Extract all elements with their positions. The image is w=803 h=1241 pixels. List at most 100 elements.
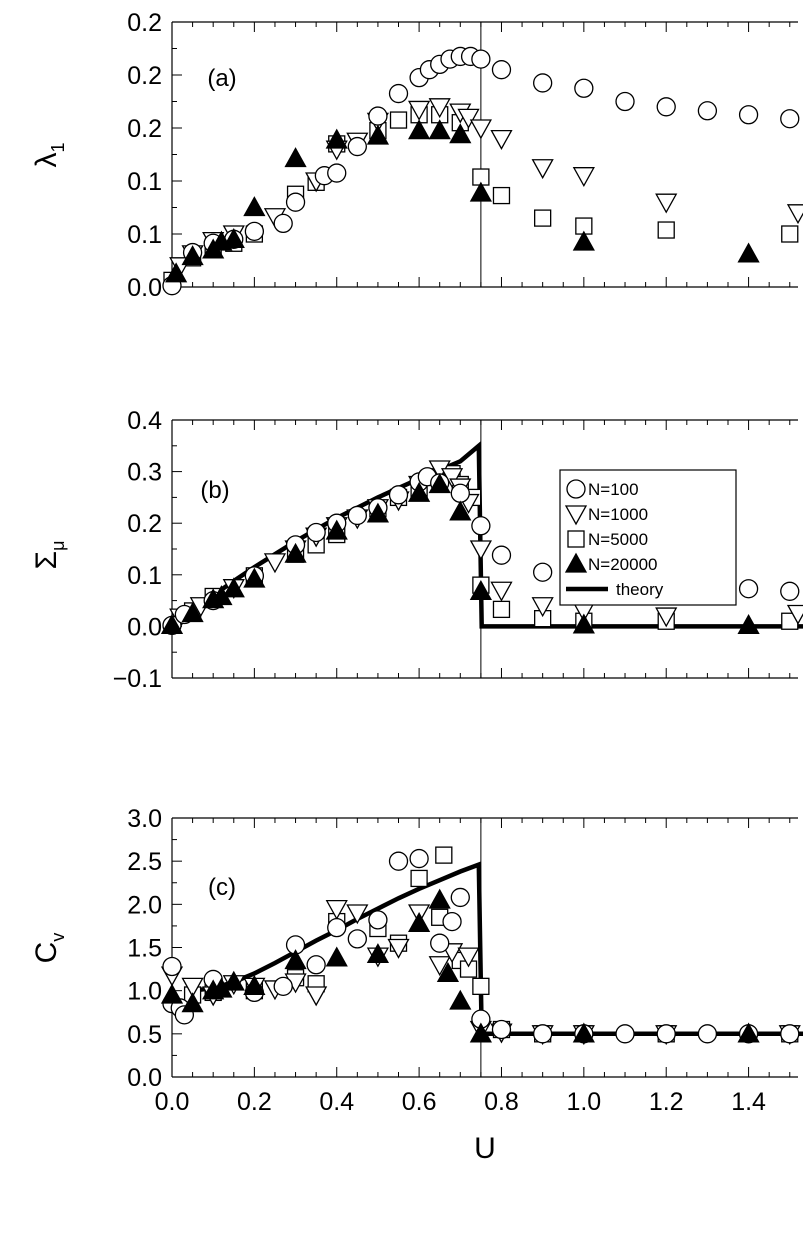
data-point [273, 976, 293, 996]
data-point [181, 245, 204, 266]
data-point [325, 519, 348, 540]
x-tick-label: 0.8 [484, 1088, 519, 1116]
data-point [428, 119, 451, 140]
y-tick-label: 2.0 [127, 891, 162, 919]
data-point [306, 522, 326, 543]
data-point [430, 933, 450, 953]
y-tick-label: 0.2 [127, 9, 162, 37]
y-tick-label: 3.0 [127, 805, 162, 833]
data-point [160, 614, 184, 635]
data-point [243, 567, 266, 588]
data-point [738, 579, 759, 599]
data-point [347, 929, 367, 949]
y-axis-title: Cv [30, 933, 68, 964]
y-tick-label: 1.5 [127, 935, 162, 963]
panel-a: 0.0 0.1 0.1 0.2 0.2 0.2 (a) λ1 [30, 9, 803, 302]
data-point [388, 851, 409, 871]
data-point [780, 581, 800, 601]
data-point [388, 83, 409, 104]
data-point [366, 502, 390, 523]
series-n-20000 [160, 888, 760, 1043]
series-n-20000 [165, 119, 760, 283]
data-point [366, 943, 390, 964]
panel-label: (b) [200, 477, 229, 504]
data-point [408, 100, 431, 121]
data-point [160, 983, 184, 1004]
y-tick-label: 0.1 [127, 562, 162, 590]
y-tick-label: 0.2 [127, 115, 162, 143]
data-point [615, 91, 635, 112]
y-tick-label: 0.2 [127, 62, 162, 90]
data-point [181, 602, 204, 623]
data-point [346, 904, 369, 925]
data-point [697, 1024, 718, 1044]
legend-label: N=5000 [588, 530, 648, 549]
data-point [533, 73, 553, 93]
data-point [572, 613, 595, 634]
data-point [469, 1022, 492, 1043]
data-point [615, 1024, 635, 1044]
data-point [181, 992, 204, 1013]
x-axis-title: U [474, 1132, 496, 1165]
data-point [457, 947, 480, 968]
data-point [327, 163, 347, 183]
data-point [435, 846, 453, 864]
data-point [534, 209, 552, 227]
data-point [572, 167, 595, 188]
data-point [387, 938, 410, 959]
data-point [737, 242, 760, 263]
y-tick-label: 0.0 [127, 1064, 162, 1092]
panel-c: 0.0 0.5 1.0 1.5 2.0 2.5 3.0 (c) Cv [30, 805, 803, 1092]
data-point [786, 604, 803, 625]
data-point [656, 97, 676, 117]
data-point [327, 917, 347, 938]
data-point [449, 500, 472, 521]
data-point [325, 900, 348, 920]
theory-line [192, 861, 803, 1037]
data-point [222, 577, 245, 598]
data-point [222, 227, 245, 248]
y-tick-label: 0.0 [127, 274, 162, 302]
data-point [490, 581, 513, 602]
data-point [284, 949, 307, 970]
data-point [490, 129, 513, 150]
data-point [306, 955, 326, 975]
data-point [449, 123, 472, 144]
data-point [442, 911, 462, 932]
data-point [388, 485, 409, 505]
legend-swatch [564, 505, 588, 526]
data-point [471, 516, 491, 536]
data-point [491, 60, 512, 80]
data-point [347, 136, 367, 157]
y-tick-label: 0.1 [127, 168, 162, 196]
data-point [656, 1024, 676, 1044]
data-point [780, 109, 800, 129]
data-point [165, 262, 188, 283]
data-point [469, 540, 492, 561]
x-axis: 0.0 0.2 0.4 0.6 0.8 1.0 1.2 1.4 U [155, 1088, 766, 1165]
y-tick-label: 0.4 [127, 407, 162, 435]
data-point [572, 1022, 595, 1043]
data-point [531, 159, 554, 180]
data-point [457, 108, 480, 129]
data-point [284, 542, 307, 563]
data-point [492, 600, 511, 619]
data-point [471, 49, 491, 69]
data-point [222, 970, 245, 991]
x-tick-label: 0.2 [237, 1088, 272, 1116]
data-point [697, 101, 718, 121]
data-point [737, 1022, 760, 1043]
y-tick-label: 0.1 [127, 221, 162, 249]
data-point [738, 105, 759, 125]
y-tick-label: 0.2 [127, 510, 162, 538]
data-point [469, 119, 492, 140]
data-point [408, 481, 431, 502]
x-tick-label: 1.0 [566, 1088, 601, 1116]
data-point [472, 977, 490, 995]
data-point [273, 213, 293, 234]
data-point [655, 607, 678, 628]
data-point [409, 848, 429, 869]
data-point [366, 124, 390, 145]
data-point [263, 553, 287, 574]
data-point [244, 221, 265, 242]
